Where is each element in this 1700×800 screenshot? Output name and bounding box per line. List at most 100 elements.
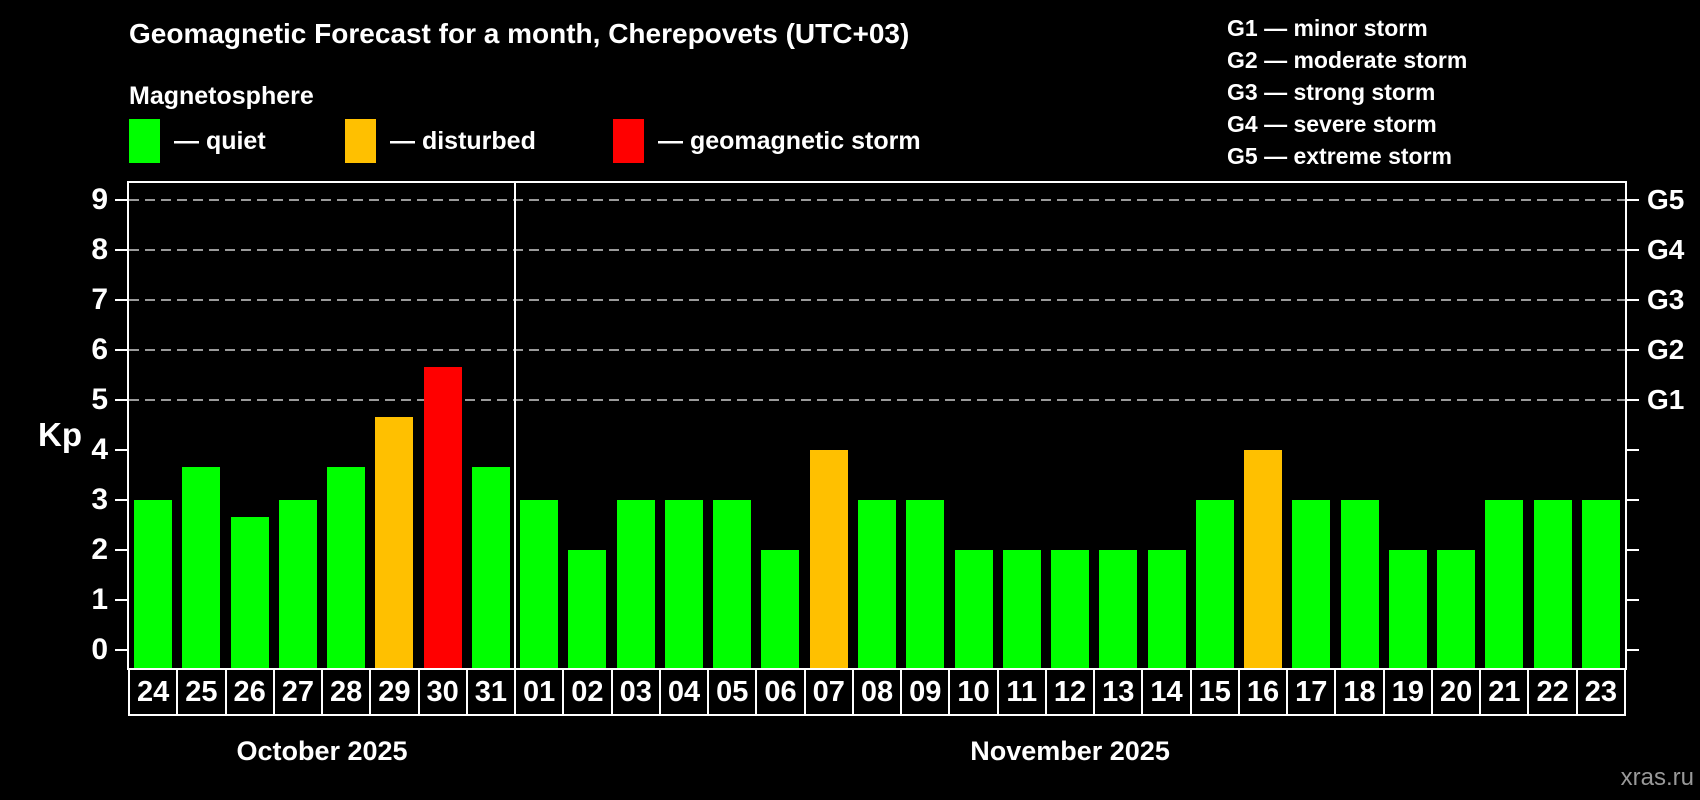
quiet-color-swatch	[129, 119, 160, 163]
kp-bar-day-17	[1292, 500, 1331, 668]
kp-bar-day-09	[906, 500, 945, 668]
y-tick-left-5	[115, 399, 127, 401]
y-tick-label-1: 1	[91, 583, 108, 616]
y-tick-label-0: 0	[91, 633, 108, 666]
date-label-07: 07	[803, 668, 854, 716]
kp-bar-day-20	[1437, 550, 1476, 668]
date-label-17: 17	[1286, 668, 1337, 716]
kp-bar-day-04	[664, 500, 703, 668]
kp-bar-day-25	[182, 466, 221, 668]
date-label-18: 18	[1334, 668, 1385, 716]
kp-bar-day-23	[1581, 500, 1620, 668]
date-axis-row: 24 25 26 27 28 29 30 31 01 02 03 04 05 06 07 08 09 10 11 12…	[128, 668, 1626, 716]
storm-color-swatch	[613, 119, 644, 163]
kp-bar-day-05	[713, 500, 752, 668]
date-label-26: 26	[224, 668, 275, 716]
g-level-label-G3: G3	[1647, 284, 1685, 315]
y-tick-label-3: 3	[91, 483, 108, 516]
month-label-november: November 2025	[970, 736, 1170, 766]
date-label-06: 06	[755, 668, 806, 716]
date-label-03: 03	[610, 668, 661, 716]
kp-bar-day-15	[1195, 500, 1234, 668]
legend-item-disturbed: — disturbed	[345, 118, 536, 164]
y-tick-label-6: 6	[91, 333, 108, 366]
kp-bar-day-12	[1051, 550, 1090, 668]
g1-legend-line: G1 — minor storm	[1227, 15, 1428, 41]
date-label-22: 22	[1527, 668, 1578, 716]
g-level-label-G2: G2	[1647, 334, 1685, 365]
legend-item-quiet: — quiet	[129, 118, 266, 164]
month-label-october: October 2025	[236, 736, 408, 766]
date-label-31: 31	[465, 668, 517, 716]
g4-legend-line: G4 — severe storm	[1227, 111, 1437, 137]
y-tick-label-4: 4	[91, 433, 108, 466]
y-tick-left-3	[115, 499, 127, 501]
y-tick-left-7	[115, 299, 127, 301]
watermark: xras.ru	[1620, 764, 1694, 791]
kp-bar-day-31	[471, 466, 510, 668]
y-tick-left-9	[115, 199, 127, 201]
date-label-25: 25	[176, 668, 227, 716]
kp-bar-day-06	[761, 550, 800, 668]
date-label-01: 01	[514, 668, 565, 716]
legend-item-storm: — geomagnetic storm	[613, 118, 921, 164]
kp-bar-day-29	[375, 416, 414, 668]
y-tick-label-8: 8	[91, 233, 108, 266]
date-label-27: 27	[272, 668, 324, 716]
gridline-kp9	[129, 199, 1625, 201]
date-label-24: 24	[128, 668, 179, 716]
g2-legend-line: G2 — moderate storm	[1227, 47, 1468, 73]
kp-bar-day-02	[568, 550, 607, 668]
date-label-12: 12	[1044, 668, 1096, 716]
y-tick-left-8	[115, 249, 127, 251]
plot-area	[127, 181, 1627, 670]
date-label-09: 09	[900, 668, 951, 716]
legend-label-disturbed: — disturbed	[390, 126, 536, 155]
y-tick-label-9: 9	[91, 183, 108, 216]
kp-bar-day-03	[616, 500, 655, 668]
kp-bar-day-27	[278, 500, 317, 668]
kp-bar-day-22	[1533, 500, 1572, 668]
date-label-28: 28	[321, 668, 372, 716]
date-label-14: 14	[1141, 668, 1192, 716]
date-label-08: 08	[851, 668, 903, 716]
date-label-13: 13	[1093, 668, 1144, 716]
y-tick-right-1	[1627, 599, 1639, 601]
kp-bar-day-10	[954, 550, 993, 668]
y-tick-right-6	[1627, 349, 1639, 351]
kp-bar-day-24	[134, 500, 173, 668]
date-label-10: 10	[948, 668, 999, 716]
date-label-16: 16	[1237, 668, 1289, 716]
y-tick-right-5	[1627, 399, 1639, 401]
kp-bar-day-18	[1340, 500, 1379, 668]
kp-bar-day-16	[1244, 450, 1283, 668]
kp-bar-day-11	[1002, 550, 1041, 668]
kp-bar-day-08	[858, 500, 896, 668]
date-label-19: 19	[1382, 668, 1433, 716]
y-tick-label-2: 2	[91, 533, 108, 566]
g-scale-legend: G1 — minor storm G2 — moderate storm G3 …	[1227, 12, 1467, 172]
y-tick-left-4	[115, 449, 127, 451]
kp-bar-day-14	[1147, 550, 1186, 668]
y-axis-label: Kp	[38, 416, 82, 453]
y-tick-label-7: 7	[91, 283, 108, 316]
date-label-20: 20	[1430, 668, 1482, 716]
chart-subtitle: Magnetosphere	[129, 82, 314, 110]
kp-bar-day-28	[327, 466, 366, 668]
y-tick-right-7	[1627, 299, 1639, 301]
date-label-05: 05	[707, 668, 758, 716]
y-tick-right-9	[1627, 199, 1639, 201]
kp-bar-day-26	[230, 516, 269, 668]
g5-legend-line: G5 — extreme storm	[1227, 143, 1452, 169]
legend-label-quiet: — quiet	[174, 126, 266, 155]
date-label-04: 04	[658, 668, 710, 716]
date-label-23: 23	[1575, 668, 1626, 716]
y-tick-right-2	[1627, 549, 1639, 551]
y-tick-left-0	[115, 649, 127, 651]
date-label-21: 21	[1479, 668, 1530, 716]
kp-bar-day-01	[520, 500, 559, 668]
g-level-label-G5: G5	[1647, 184, 1685, 215]
y-tick-label-5: 5	[91, 383, 108, 416]
gridline-kp5	[129, 399, 1625, 401]
